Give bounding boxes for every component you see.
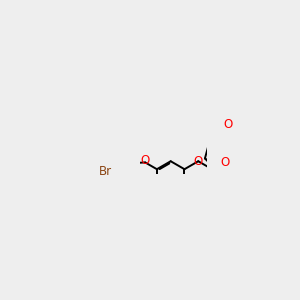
- Text: O: O: [220, 156, 230, 169]
- Text: O: O: [140, 154, 150, 167]
- Text: Br: Br: [99, 165, 112, 178]
- Text: O: O: [223, 118, 232, 131]
- Text: O: O: [194, 155, 203, 168]
